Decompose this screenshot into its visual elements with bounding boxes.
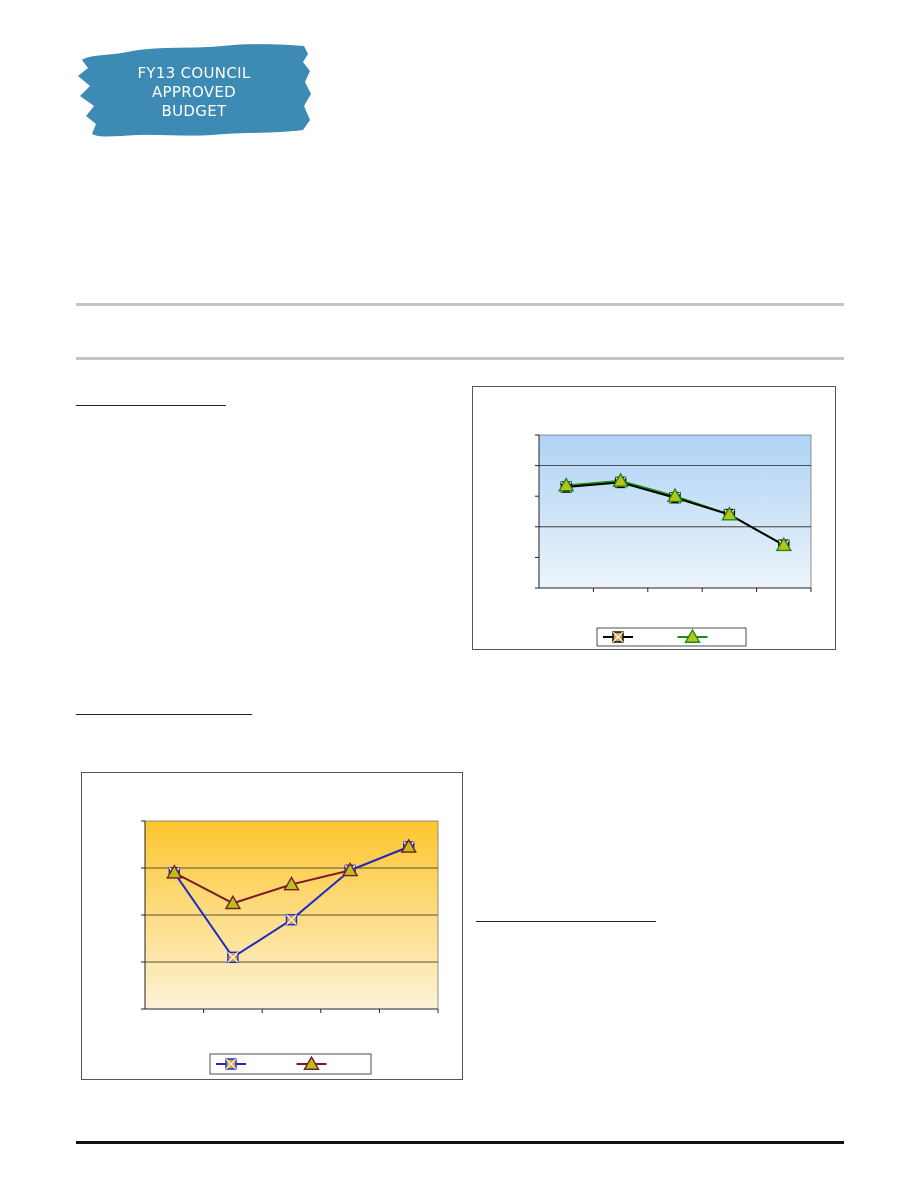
series-2-point-3 [283, 876, 300, 891]
series-2-point-4 [721, 506, 738, 521]
logo-line-3: BUDGET [161, 102, 227, 120]
header-rule-top [76, 303, 844, 306]
series-1-point-3 [285, 913, 298, 926]
legend-marker-2 [303, 1055, 320, 1070]
chart-2 [81, 772, 463, 1080]
footer-rule [76, 1141, 844, 1144]
watercolor-brush-icon [78, 44, 311, 137]
logo-line-1: FY13 COUNCIL [137, 64, 251, 82]
legend-marker-1 [225, 1058, 237, 1070]
plot-area [538, 434, 812, 589]
logo-line-2: APPROVED [151, 83, 236, 101]
header-rule-bottom [76, 357, 844, 360]
series-2-point-1 [166, 864, 183, 879]
section-heading-underline-1 [76, 405, 226, 406]
series-2-point-1 [557, 477, 575, 492]
legend-marker-1 [612, 631, 624, 643]
chart-2-svg [141, 820, 439, 1075]
series-2-point-5 [775, 536, 793, 552]
series-2-point-3 [666, 487, 684, 503]
section-heading-underline-3 [476, 921, 656, 922]
legend-marker-2 [684, 628, 701, 643]
chart-1-svg [535, 434, 812, 647]
series-2-point-2 [612, 472, 629, 487]
series-1-point-2 [227, 951, 239, 964]
logo-text: FY13 COUNCIL APPROVED BUDGET [72, 64, 316, 121]
budget-logo: FY13 COUNCIL APPROVED BUDGET [72, 40, 316, 140]
series-2-point-2 [224, 894, 242, 910]
legend [596, 627, 747, 647]
series-2-point-5 [400, 838, 417, 853]
section-heading-underline-2 [76, 714, 252, 715]
series-2-point-4 [341, 861, 359, 877]
legend [209, 1053, 372, 1075]
chart-1 [472, 386, 836, 650]
